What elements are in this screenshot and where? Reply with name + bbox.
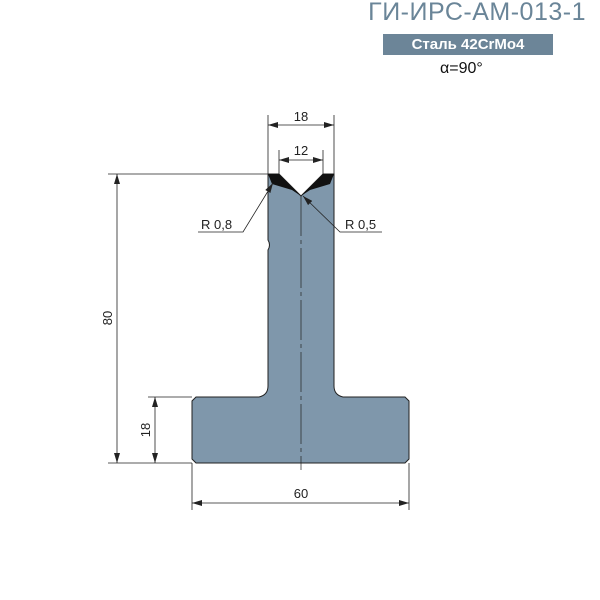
dim-v-opening: 12 [294, 143, 308, 158]
dim-base-height: 18 [138, 423, 153, 437]
dim-top-width: 18 [294, 109, 308, 124]
die-profile [191, 173, 410, 464]
dim-height: 80 [100, 311, 115, 325]
v-edge-right [301, 174, 334, 196]
radius-right-label: R 0,5 [345, 217, 376, 232]
material-badge: Сталь 42CrMo4 [383, 34, 553, 55]
v-edge-left [268, 174, 301, 196]
angle-label: α=90° [440, 60, 483, 77]
radius-left-label: R 0,8 [201, 217, 232, 232]
dim-base-width: 60 [294, 486, 308, 501]
part-number-title: ГИ-ИРС-АМ-013-1 [368, 0, 586, 26]
